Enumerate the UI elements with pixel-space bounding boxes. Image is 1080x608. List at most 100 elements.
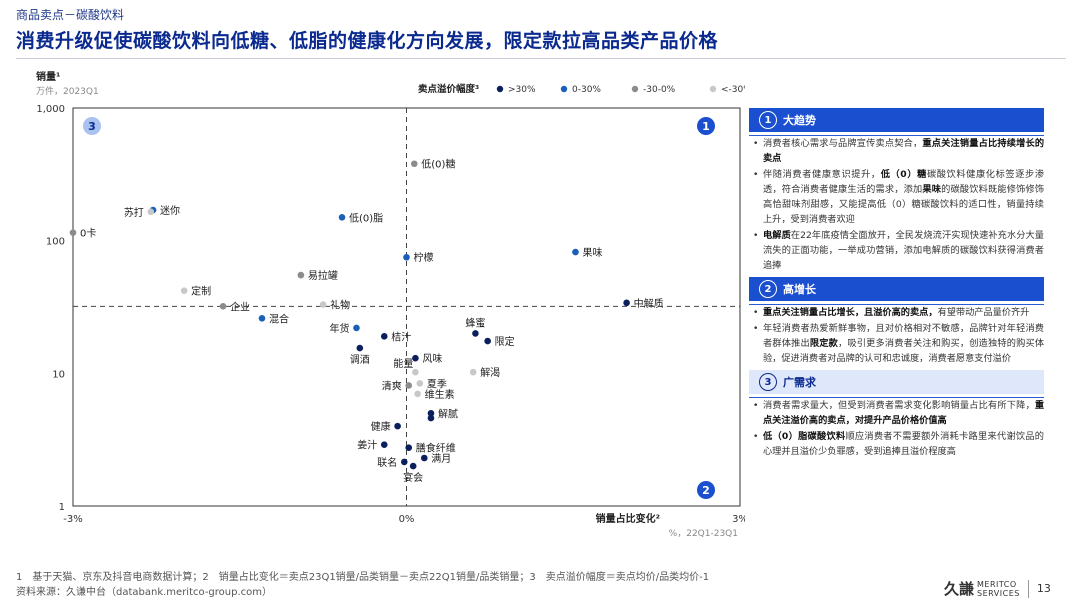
insight-section: 1 大趋势消费者核心需求与品牌宣传卖点契合，重点关注销量占比持续增长的卖点伴随消费… (749, 108, 1044, 273)
section-bullet: 年轻消费者热爱新鲜事物，且对价格相对不敏感，品牌针对年轻消费者群体推出限定款，吸… (749, 321, 1044, 366)
bullet-highlight: 低（0）脂碳酸饮料 (763, 431, 846, 442)
quadrant-badge (83, 117, 101, 135)
data-point (412, 354, 419, 362)
data-point-label: 夏季 (427, 378, 447, 390)
y-axis-unit: 万件，2023Q1 (36, 85, 99, 97)
data-point-label: 蜂蜜 (465, 316, 485, 329)
data-point (147, 208, 155, 216)
x-tick-label: 0% (399, 514, 415, 525)
data-point-label: 限定 (495, 335, 515, 348)
section-number-badge: 1 (759, 111, 777, 129)
data-point-label: 柠檬 (414, 251, 434, 264)
data-point-label: 年货 (329, 322, 349, 335)
data-point (484, 337, 491, 345)
section-bullet: 消费者核心需求与品牌宣传卖点契合，重点关注销量占比持续增长的卖点 (749, 136, 1044, 166)
bullet-text: 碳酸饮料健康化标签逐步渗透，符合消费者健康生活的需求，添加 (763, 169, 1045, 195)
data-point-label: 宴会 (403, 471, 423, 484)
y-tick-label: 10 (52, 369, 65, 380)
data-point (219, 303, 227, 310)
x-tick-label: -3% (63, 514, 82, 525)
bullet-text: 有望带动产品量价齐升 (937, 307, 1030, 318)
data-point (420, 454, 428, 462)
data-point (427, 409, 435, 417)
section-number-badge: 2 (759, 280, 777, 298)
data-point-label: 解渴 (480, 366, 500, 379)
bullet-highlight: 重点关注销量占比增长，且溢价高的卖点， (763, 307, 938, 318)
bullet-text: 消费者需求量大，但受到消费者需求变化影响销量占比有所下降， (763, 400, 1035, 411)
bullet-highlight: 重点关注销量占比持续增长的卖点 (763, 138, 1045, 164)
data-point-label: 混合 (269, 312, 289, 325)
scatter-chart-svg: 销量¹ 万件，2023Q1 卖点溢价幅度³ 销量占比变化² %，22Q1-23Q… (36, 70, 745, 539)
section-title: 大趋势 (783, 114, 816, 127)
data-point-label: 满月 (431, 453, 451, 465)
data-point (394, 422, 401, 430)
bullet-highlight: 电解质 (763, 230, 791, 241)
logo-divider (1027, 579, 1029, 598)
data-point (356, 344, 364, 352)
insight-section-header: 2 高增长 (749, 277, 1044, 301)
legend-entry: >30% (508, 85, 536, 95)
legend-marker (496, 85, 504, 93)
data-point (405, 382, 413, 389)
x-tick-label: 3% (732, 514, 745, 525)
bullet-text: 的碳酸饮料既能修饰修饰高恰甜味剂甜感，又能提高低（0）糖碳酸饮料的适口性，销量持… (763, 184, 1045, 225)
data-point-label: 姜汁 (357, 439, 377, 452)
section-bullet: 伴随消费者健康意识提升，低（0）糖碳酸饮料健康化标签逐步渗透，符合消费者健康生活… (749, 167, 1044, 227)
data-point-label: 果味 (582, 247, 602, 259)
bullet-text: ，吸引更多消费者关注和购买，创造独特的购买体验，促进消费者对品牌的认可和忠诚度，… (763, 338, 1045, 364)
data-point-label: 调酒 (350, 354, 370, 366)
data-point-label: 0卡 (80, 227, 96, 240)
bullet-text: 年轻消费者热爱新鲜事物，且对价格相对不敏感，品牌针对年轻消费者群体推出 (763, 323, 1044, 349)
section-bullet: 电解质在22年底疫情全面放开，全民发烧流汗实现快速补充水分大量流失的正面功能，一… (749, 228, 1044, 273)
bullet-text: 消费者核心需求与品牌宣传卖点契合， (763, 138, 923, 149)
bullet-highlight: 限定款 (809, 338, 838, 349)
y-tick-label: 100 (46, 237, 65, 248)
data-point-label: 定制 (191, 285, 211, 298)
legend-marker (631, 85, 639, 93)
legend-entry: -30-0% (643, 85, 676, 95)
section-bullet-list: 消费者核心需求与品牌宣传卖点契合，重点关注销量占比持续增长的卖点伴随消费者健康意… (749, 135, 1044, 273)
x-axis-title: 销量占比变化² (596, 512, 660, 525)
quadrant-badge-label: 3 (88, 120, 96, 133)
data-point (297, 271, 305, 279)
data-point (472, 330, 479, 337)
insight-section-header: 3 广需求 (749, 370, 1044, 394)
data-point-label: 膳食纤维 (416, 442, 456, 455)
data-point (414, 390, 421, 398)
insight-section-header: 1 大趋势 (749, 108, 1044, 132)
bullet-text: 在22年底疫情全面放开，全民发烧流汗实现快速补充水分大量流失的正面功能，一举成功… (763, 230, 1044, 271)
data-point (180, 287, 188, 294)
company-logo: 久謙 MERITCO SERVICES 13 (944, 578, 1051, 599)
logo-english: MERITCO SERVICES (977, 580, 1020, 598)
insight-panel: 1 大趋势消费者核心需求与品牌宣传卖点契合，重点关注销量占比持续增长的卖点伴随消费… (749, 108, 1044, 463)
data-point (338, 214, 346, 221)
logo-chinese: 久謙 (944, 580, 975, 598)
data-point-label: 清爽 (382, 379, 402, 392)
data-point-label: 易拉罐 (308, 269, 338, 282)
data-point-label: 风味 (422, 353, 442, 365)
logo-line-2: SERVICES (977, 588, 1020, 598)
data-point-label: 低(0)糖 (421, 158, 455, 171)
data-point-label: 企业 (230, 300, 250, 313)
footnote: 1 基于天猫、京东及抖音电商数据计算；2 销量占比变化＝卖点23Q1销量/品类销… (16, 572, 710, 583)
quadrant-badge (697, 117, 715, 135)
section-bullet-list: 重点关注销量占比增长，且溢价高的卖点，有望带动产品量价齐升年轻消费者热爱新鲜事物… (749, 304, 1044, 366)
legend-entry: <-30% (721, 85, 745, 95)
insight-section: 2 高增长重点关注销量占比增长，且溢价高的卖点，有望带动产品量价齐升年轻消费者热爱… (749, 277, 1044, 366)
data-point (403, 253, 410, 261)
y-tick-label: 1,000 (36, 104, 65, 115)
legend-title: 卖点溢价幅度³ (418, 83, 479, 95)
data-point (353, 324, 360, 332)
data-point (623, 299, 630, 307)
y-axis-title: 销量¹ (36, 70, 60, 83)
data-point (258, 314, 266, 322)
quadrant-badge (697, 481, 715, 499)
section-bullet: 消费者需求量大，但受到消费者需求变化影响销量占比有所下降，重点关注溢价高的卖点，… (749, 398, 1044, 428)
page-title: 消费升级促使碳酸饮料向低糖、低脂的健康化方向发展，限定款拉高品类产品价格 (16, 30, 719, 52)
data-point-label: 礼物 (330, 299, 350, 312)
data-point (427, 414, 435, 422)
data-point-label: 维生素 (425, 388, 455, 401)
legend-entry: 0-30% (572, 85, 601, 95)
data-point (469, 368, 477, 376)
scatter-chart: 销量¹ 万件，2023Q1 卖点溢价幅度³ 销量占比变化² %，22Q1-23Q… (0, 60, 745, 560)
